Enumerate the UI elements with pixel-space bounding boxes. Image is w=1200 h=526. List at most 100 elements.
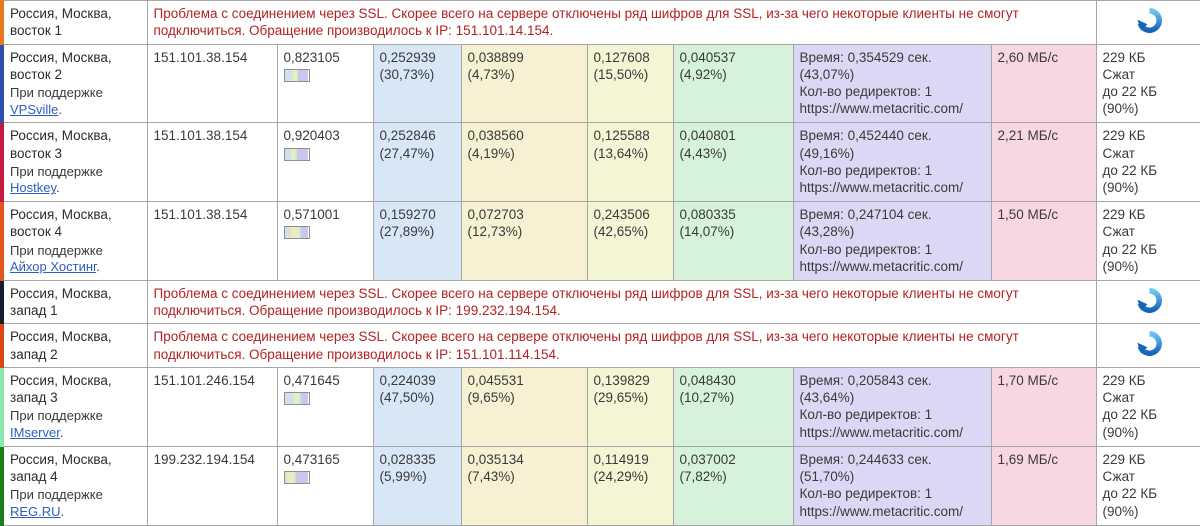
redirect-count: Кол-во редиректов: 1 [799,486,933,502]
total-time-value: 0,823105 [283,49,340,65]
metric-cell: 0,224039 (47,50%) [372,366,462,447]
metric-pct: (12,73%) [467,224,523,240]
location-label: Россия, Москва, восток 2 [10,49,112,82]
ip-cell: 151.101.246.154 [146,366,278,447]
refresh-icon[interactable] [1136,287,1163,318]
server-time-cell: Время: 0,244633 сек. (51,70%) Кол-во ред… [792,445,992,526]
period: . [58,101,63,117]
location-label: Россия, Москва, запад 1 [10,285,112,319]
metric-pct: (29,65%) [593,390,649,406]
sponsor-link[interactable]: IMserver [10,425,60,441]
speed-cell: 2,60 МБ/с [990,43,1097,124]
timing-minibar-icon [283,226,310,240]
size-line: до 22 КБ [1102,486,1158,502]
sponsor-line: При поддержке Айхор Хостинг. [10,243,141,276]
sponsor-link[interactable]: Айхор Хостинг [10,259,97,275]
size-line: Сжат [1102,468,1135,484]
size-cell: 229 КБ Сжат до 22 КБ (90%) [1095,201,1200,281]
ssl-error-cell: Проблема с соединением через SSL. Скорее… [146,323,1097,368]
table-row: Россия, Москва, запад 1 Проблема с соеди… [0,279,1200,325]
server-time-cell: Время: 0,205843 сек. (43,64%) Кол-во ред… [792,366,992,447]
metric-pct: (5,99%) [379,468,427,484]
time-label: Время: 0,452440 сек. [799,128,932,144]
size-cell: 229 КБ Сжат до 22 КБ (90%) [1095,445,1200,526]
time-label: Время: 0,247104 сек. [799,207,932,223]
metric-value: 0,080335 [679,207,736,223]
size-line: Сжат [1102,145,1135,161]
metric-value: 0,038560 [467,128,524,144]
location-cell: Россия, Москва, запад 4 При поддержке RE… [0,445,148,526]
size-line: (90%) [1102,503,1139,519]
location-label: Россия, Москва, запад 3 [10,372,112,406]
metric-cell: 0,045531 (9,65%) [460,366,588,447]
metric-pct: (10,27%) [679,390,735,406]
redirect-url: https://www.metacritic.com/ [799,258,964,274]
ssl-error-text: Проблема с соединением через SSL. Скорее… [153,329,1019,362]
metric-value: 0,252846 [379,128,436,144]
metric-pct: (4,73%) [467,66,515,82]
redirect-url: https://www.metacritic.com/ [799,424,964,440]
sponsor-line: При поддержке Hostkey. [10,164,141,197]
total-time-value: 0,571001 [283,207,340,223]
metric-value: 0,159270 [379,207,436,223]
total-time-value: 0,471645 [283,372,340,388]
metric-pct: (27,47%) [379,145,435,161]
metric-pct: (14,07%) [679,224,735,240]
metric-value: 0,125588 [593,128,650,144]
time-pct: (43,07%) [799,66,855,82]
ip-cell: 151.101.38.154 [146,122,278,203]
sponsor-line: При поддержке VPSville. [10,85,141,118]
time-pct: (43,28%) [799,224,855,240]
metric-value: 0,048430 [679,372,736,388]
redirect-count: Кол-во редиректов: 1 [799,241,933,257]
table-row: Россия, Москва, запад 2 Проблема с соеди… [0,323,1200,368]
metric-cell: 0,080335 (14,07%) [672,201,794,281]
refresh-icon[interactable] [1136,330,1163,361]
sponsor-link[interactable]: Hostkey [10,180,56,196]
metric-value: 0,040801 [679,128,736,144]
metric-pct: (4,43%) [679,145,727,161]
size-line: до 22 КБ [1102,241,1158,257]
table-row: Россия, Москва, запад 4 При поддержке RE… [0,445,1200,526]
metric-cell: 0,127608 (15,50%) [586,43,674,124]
location-label: Россия, Москва, запад 4 [10,451,112,484]
ip-cell: 151.101.38.154 [146,43,278,124]
time-pct: (49,16%) [799,145,855,161]
size-line: (90%) [1102,258,1139,274]
metric-cell: 0,252846 (27,47%) [372,122,462,203]
location-cell: Россия, Москва, восток 1 [0,0,148,45]
size-line: 229 КБ [1102,372,1146,388]
total-time-cell: 0,473165 [276,445,374,526]
metric-pct: (9,65%) [467,390,515,406]
refresh-icon[interactable] [1136,7,1163,38]
metric-value: 0,040537 [679,49,736,65]
ssl-error-text: Проблема с соединением через SSL. Скорее… [153,285,1019,319]
timing-minibar-icon [283,392,310,406]
time-pct: (43,64%) [799,390,855,406]
metric-cell: 0,040537 (4,92%) [672,43,794,124]
redirect-count: Кол-во редиректов: 1 [799,84,933,100]
location-label: Россия, Москва, восток 4 [10,207,112,240]
metric-pct: (30,73%) [379,66,435,82]
metric-cell: 0,139829 (29,65%) [586,366,674,447]
size-line: 229 КБ [1102,207,1146,223]
metric-pct: (47,50%) [379,390,435,406]
size-cell: 229 КБ Сжат до 22 КБ (90%) [1095,366,1200,447]
size-line: до 22 КБ [1102,162,1158,178]
speed-cell: 1,70 МБ/с [990,366,1097,447]
size-line: Сжат [1102,66,1135,82]
support-prefix: При поддержке [10,408,103,424]
location-cell: Россия, Москва, запад 1 [0,279,148,325]
time-label: Время: 0,205843 сек. [799,372,932,388]
period: . [59,425,64,441]
metric-value: 0,035134 [467,451,524,467]
support-prefix: При поддержке [10,163,103,179]
metric-value: 0,072703 [467,207,524,223]
table-row: Россия, Москва, восток 3 При поддержке H… [0,122,1200,203]
size-line: до 22 КБ [1102,407,1158,423]
sponsor-link[interactable]: REG.RU [10,503,61,519]
metric-cell: 0,072703 (12,73%) [460,201,588,281]
speed-cell: 2,21 МБ/с [990,122,1097,203]
sponsor-link[interactable]: VPSville [10,101,59,117]
